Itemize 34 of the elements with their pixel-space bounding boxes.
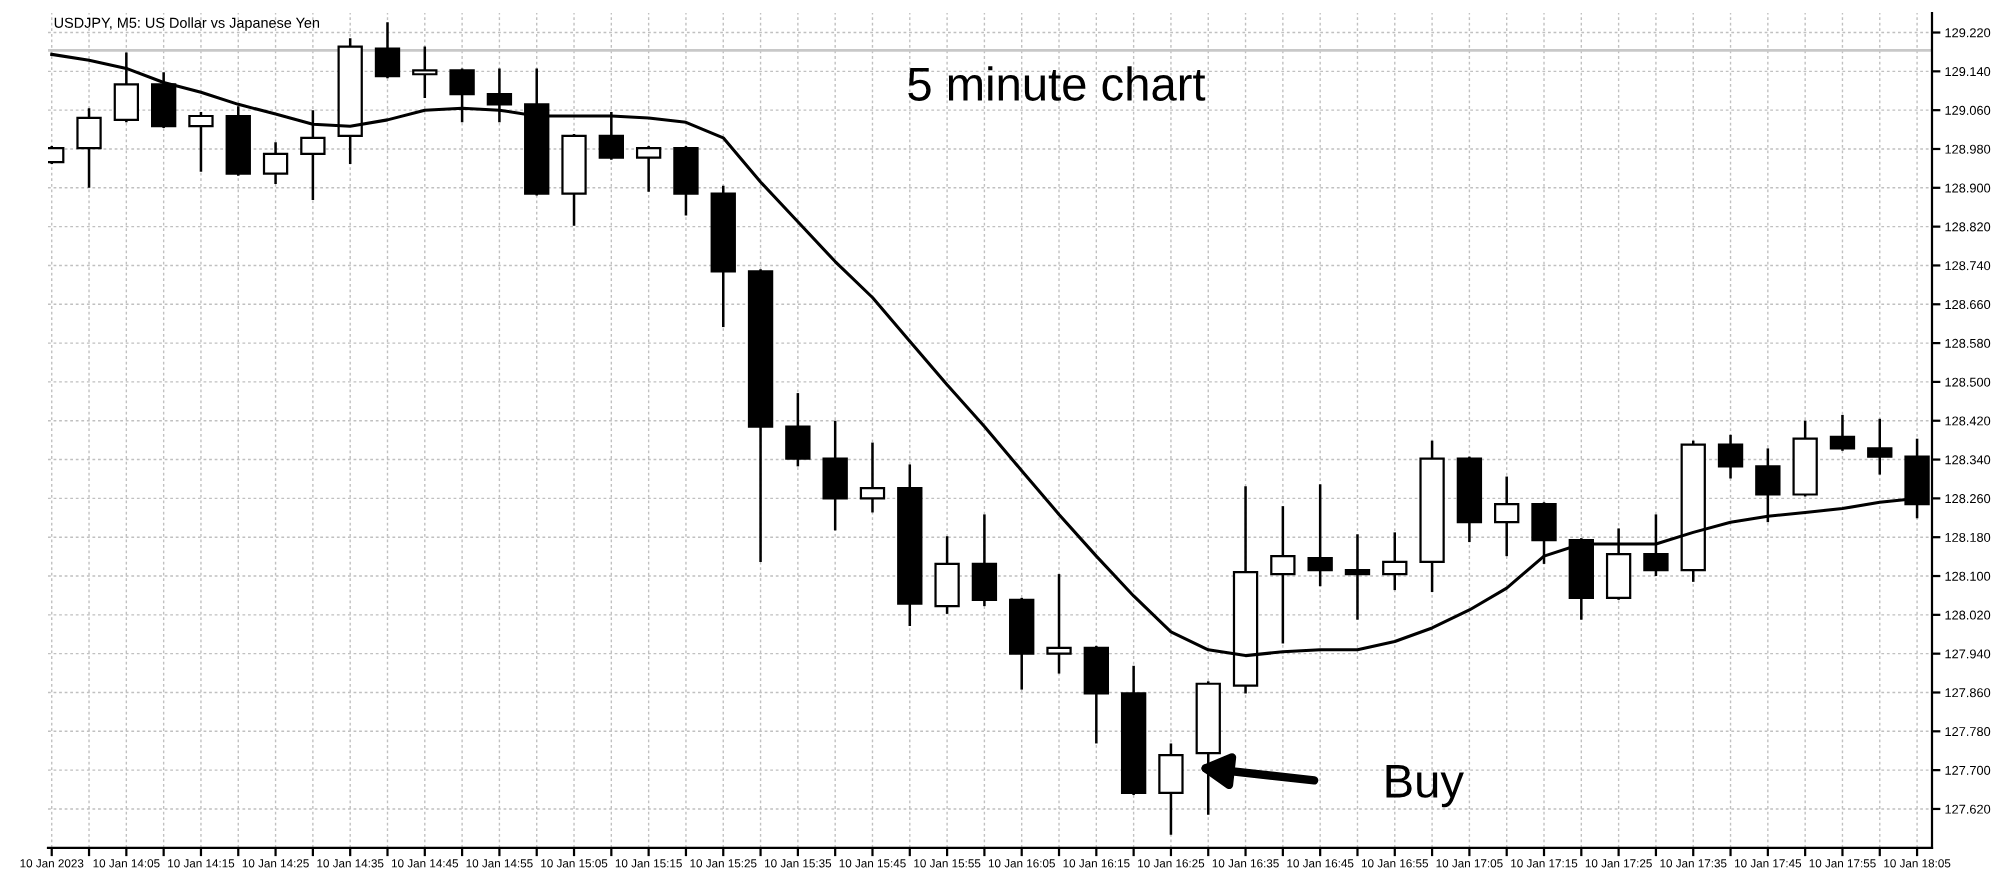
candlestick: [150, 71, 177, 130]
candlestick: [1307, 483, 1333, 588]
candlestick: [1531, 501, 1557, 566]
candlestick: [1382, 531, 1408, 592]
annotation: 5 minute chart: [908, 66, 1206, 101]
candlestick: [971, 513, 998, 608]
candlestick: [1717, 433, 1744, 480]
candlestick: [1755, 447, 1781, 524]
candlestick: [859, 441, 886, 514]
annotation: Buy: [1386, 764, 1464, 808]
candlestick: [486, 67, 513, 124]
candlestick: [449, 67, 475, 124]
candlestick: [1494, 475, 1520, 558]
candlestick: [188, 110, 214, 174]
candlestick: [598, 110, 625, 161]
candlestick: [412, 45, 438, 100]
candlestick: [673, 144, 699, 217]
candlestick: [1643, 513, 1669, 578]
candlestick: [76, 106, 102, 190]
candlestick: [822, 419, 848, 532]
candlestick: [374, 21, 401, 80]
candlestick: [300, 108, 326, 202]
candlestick: [1158, 742, 1184, 836]
candlestick: [1867, 417, 1893, 476]
candlestick: [934, 534, 960, 616]
candlestick: [635, 144, 662, 193]
candlestick: [1083, 644, 1109, 745]
candlestick: [1046, 572, 1072, 675]
candlestick: [785, 391, 811, 468]
candlestick: [1605, 527, 1632, 602]
candlestick: [1270, 504, 1296, 645]
candlestick: [262, 140, 289, 186]
candlestick: [1344, 533, 1371, 621]
candlestick: [1829, 413, 1856, 453]
